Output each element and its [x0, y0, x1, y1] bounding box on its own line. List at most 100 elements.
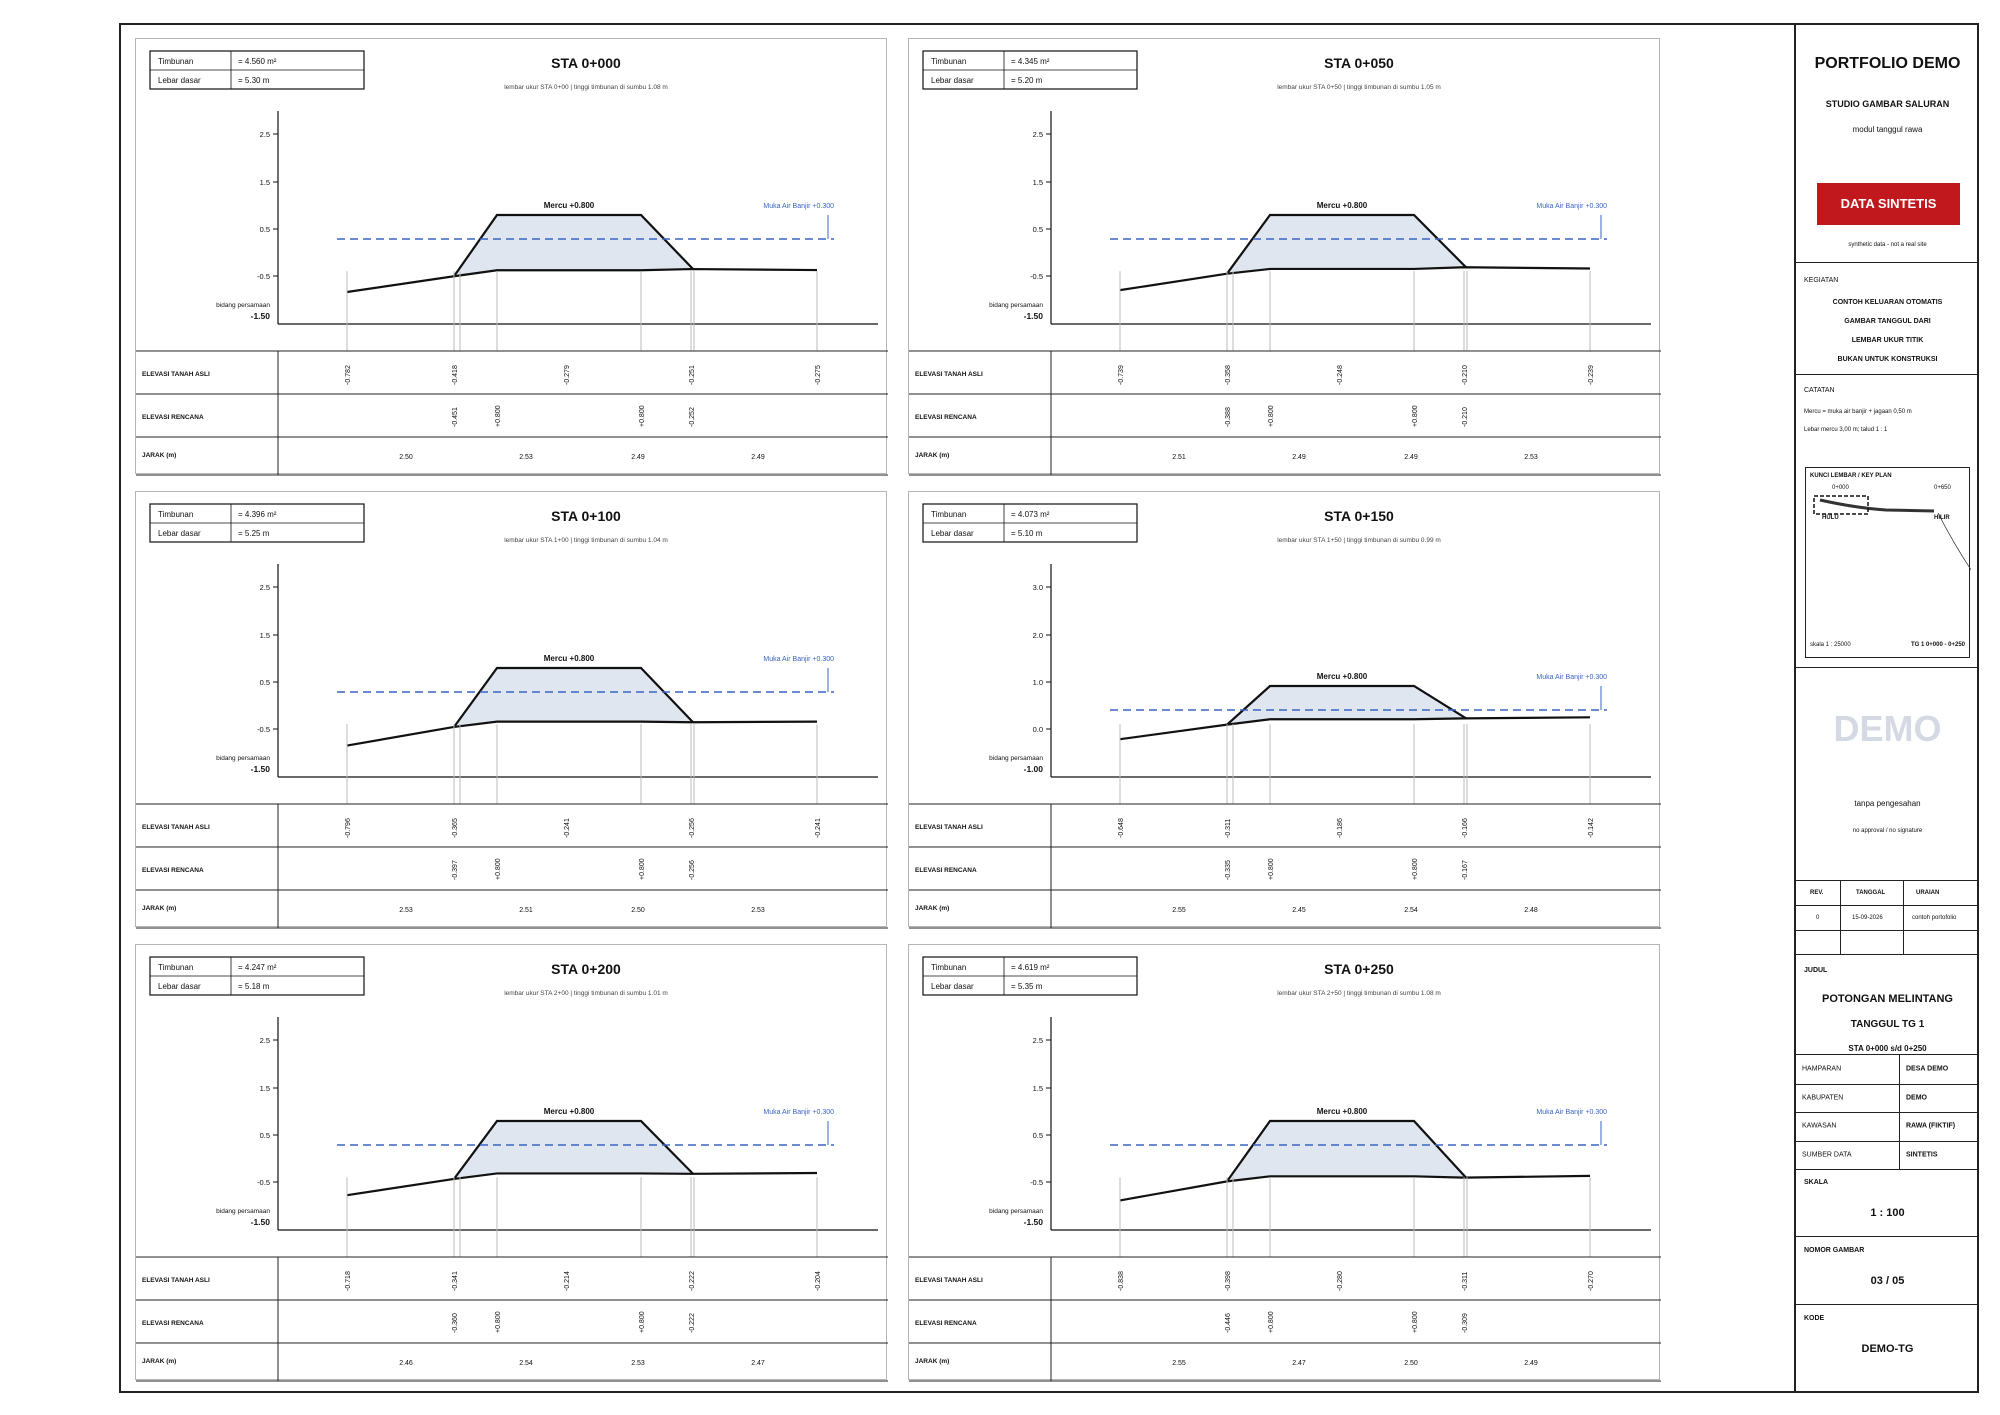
y-tick-label: 2.5 — [1033, 1036, 1043, 1045]
timbunan-value: = 4.073 m² — [1011, 510, 1050, 519]
judul-label: JUDUL — [1804, 967, 1828, 974]
meta-row: SUMBER DATA SINTETIS — [1796, 1140, 1979, 1170]
embankment-fill — [454, 215, 693, 277]
elevasi-tanah-asli-value: -0.239 — [1588, 365, 1595, 385]
judul-line: TANGGUL TG 1 — [1850, 1019, 1925, 1030]
elevasi-rencana-value: +0.800 — [1412, 405, 1419, 427]
design-profile — [1226, 684, 1467, 726]
jarak-value: 2.49 — [1292, 454, 1306, 461]
elevasi-tanah-asli-value: -0.275 — [815, 365, 822, 385]
timbunan-label: Timbunan — [158, 510, 193, 519]
embankment-fill — [1227, 215, 1466, 274]
revision-row: 0 15-09-2026 contoh portofolio — [1796, 906, 1979, 931]
section-drawing: Timbunan = 4.073 m² Lebar dasar = 5.10 m STA… — [909, 503, 1661, 929]
elevasi-rencana-value: +0.800 — [639, 1311, 646, 1333]
meta-row: KAWASAN RAWA (FIKTIF) — [1796, 1112, 1979, 1142]
jarak-value: 2.53 — [519, 454, 533, 461]
elevasi-tanah-asli-value: -0.838 — [1118, 1271, 1125, 1291]
kegiatan-line: CONTOH KELUARAN OTOMATIS — [1832, 299, 1943, 306]
key-plan-ref: TG 1 0+000 - 0+250 — [1910, 642, 1965, 648]
jarak-value: 2.47 — [1292, 1360, 1306, 1367]
elevasi-rencana-value: -0.222 — [689, 1313, 696, 1333]
datum-value: -1.50 — [251, 1217, 271, 1227]
revision-empty-row — [1796, 931, 1979, 955]
crest-label: Mercu +0.800 — [544, 201, 595, 210]
kegiatan-line: LEMBAR UKUR TITIK — [1851, 337, 1924, 344]
flood-water-label: Muka Air Banjir +0.300 — [763, 1109, 834, 1116]
elevasi-tanah-asli-value: -0.341 — [452, 1271, 459, 1291]
y-tick-label: 0.5 — [260, 225, 270, 234]
synthetic-badge: DATA SINTETIS — [1817, 183, 1960, 225]
elevasi-tanah-asli-value: -0.186 — [1337, 818, 1344, 838]
section-drawing: Timbunan = 4.619 m² Lebar dasar = 5.35 m STA… — [909, 956, 1661, 1382]
elevasi-tanah-asli-value: -0.270 — [1588, 1271, 1595, 1291]
row-label-tanah-asli: ELEVASI TANAH ASLI — [915, 371, 983, 378]
key-plan-hulu: HULU — [1822, 515, 1839, 521]
elevasi-tanah-asli-value: -0.365 — [452, 818, 459, 838]
description-header: URAIAN — [1916, 890, 1940, 896]
elevasi-rencana-value: +0.800 — [495, 405, 502, 427]
skala-section: SKALA 1 : 100 — [1796, 1169, 1979, 1237]
flood-water-label: Muka Air Banjir +0.300 — [1536, 674, 1607, 681]
y-tick-label: 1.5 — [260, 178, 270, 187]
elevasi-rencana-value: +0.800 — [1268, 858, 1275, 880]
elevasi-rencana-value: -0.256 — [689, 860, 696, 880]
datum-value: -1.50 — [251, 311, 271, 321]
jarak-value: 2.54 — [519, 1360, 533, 1367]
portfolio-title: PORTFOLIO DEMO — [1814, 55, 1961, 72]
elevasi-rencana-value: -0.388 — [1225, 407, 1232, 427]
jarak-value: 2.50 — [631, 907, 645, 914]
y-tick-label: 0.5 — [1033, 225, 1043, 234]
elevasi-tanah-asli-value: -0.251 — [689, 365, 696, 385]
elevasi-tanah-asli-value: -0.311 — [1462, 1272, 1469, 1291]
flood-water-label: Muka Air Banjir +0.300 — [763, 656, 834, 663]
key-plan-start: 0+000 — [1832, 485, 1849, 491]
design-profile — [1226, 1119, 1467, 1183]
lebar-dasar-value: = 5.10 m — [1011, 529, 1043, 538]
y-tick-label: 2.0 — [1033, 631, 1043, 640]
y-tick-label: -0.5 — [1030, 272, 1043, 281]
key-plan-end: 0+650 — [1934, 485, 1951, 491]
section-subtitle: lembar ukur STA 2+50 | tinggi timbunan d… — [1277, 990, 1441, 997]
meta-key: KAWASAN — [1802, 1122, 1837, 1130]
y-tick-label: -0.5 — [257, 1178, 270, 1187]
elevasi-rencana-value: -0.167 — [1462, 860, 1469, 880]
elevasi-tanah-asli-value: -0.279 — [564, 365, 571, 385]
row-label-rencana: ELEVASI RENCANA — [142, 414, 204, 421]
lebar-dasar-label: Lebar dasar — [931, 76, 974, 85]
elevasi-tanah-asli-value: -0.248 — [1337, 365, 1344, 385]
section-title: STA 0+150 — [1324, 508, 1394, 524]
elevasi-rencana-value: -0.360 — [452, 1313, 459, 1333]
kegiatan-label: KEGIATAN — [1804, 277, 1839, 284]
elevasi-rencana-value: -0.335 — [1225, 860, 1232, 880]
y-tick-label: 0.0 — [1033, 725, 1043, 734]
crest-label: Mercu +0.800 — [1317, 201, 1368, 210]
rev-description: contoh portofolio — [1912, 915, 1957, 921]
ground-profile — [1119, 716, 1591, 741]
date-header: TANGGAL — [1856, 890, 1886, 896]
row-label-jarak: JARAK (m) — [915, 452, 949, 459]
row-label-tanah-asli: ELEVASI TANAH ASLI — [915, 1277, 983, 1284]
y-tick-label: 0.5 — [1033, 1131, 1043, 1140]
embankment-fill — [1227, 1121, 1466, 1182]
meta-key: HAMPARAN — [1802, 1065, 1842, 1073]
ground-profile — [1119, 1174, 1591, 1202]
skala-value: 1 : 100 — [1870, 1207, 1905, 1219]
approval-text: tanpa pengesahan — [1854, 799, 1921, 808]
lebar-dasar-value: = 5.25 m — [238, 529, 270, 538]
elevasi-tanah-asli-value: -0.280 — [1337, 1271, 1344, 1291]
kegiatan-line: GAMBAR TANGGUL DARI — [1844, 318, 1931, 325]
elevasi-tanah-asli-value: -0.782 — [345, 365, 352, 385]
y-tick-label: 2.5 — [260, 1036, 270, 1045]
synthetic-note: synthetic data - not a real site — [1848, 242, 1927, 248]
jarak-value: 2.50 — [399, 454, 413, 461]
lebar-dasar-value: = 5.35 m — [1011, 982, 1043, 991]
key-plan-highlight — [1813, 495, 1869, 515]
y-tick-label: 1.5 — [1033, 1084, 1043, 1093]
y-tick-label: 2.5 — [260, 583, 270, 592]
row-label-tanah-asli: ELEVASI TANAH ASLI — [142, 371, 210, 378]
nomor-value: 03 / 05 — [1870, 1275, 1905, 1287]
jarak-value: 2.46 — [399, 1360, 413, 1367]
elevasi-tanah-asli-value: -0.241 — [815, 818, 822, 838]
canal-line — [1819, 498, 1935, 513]
